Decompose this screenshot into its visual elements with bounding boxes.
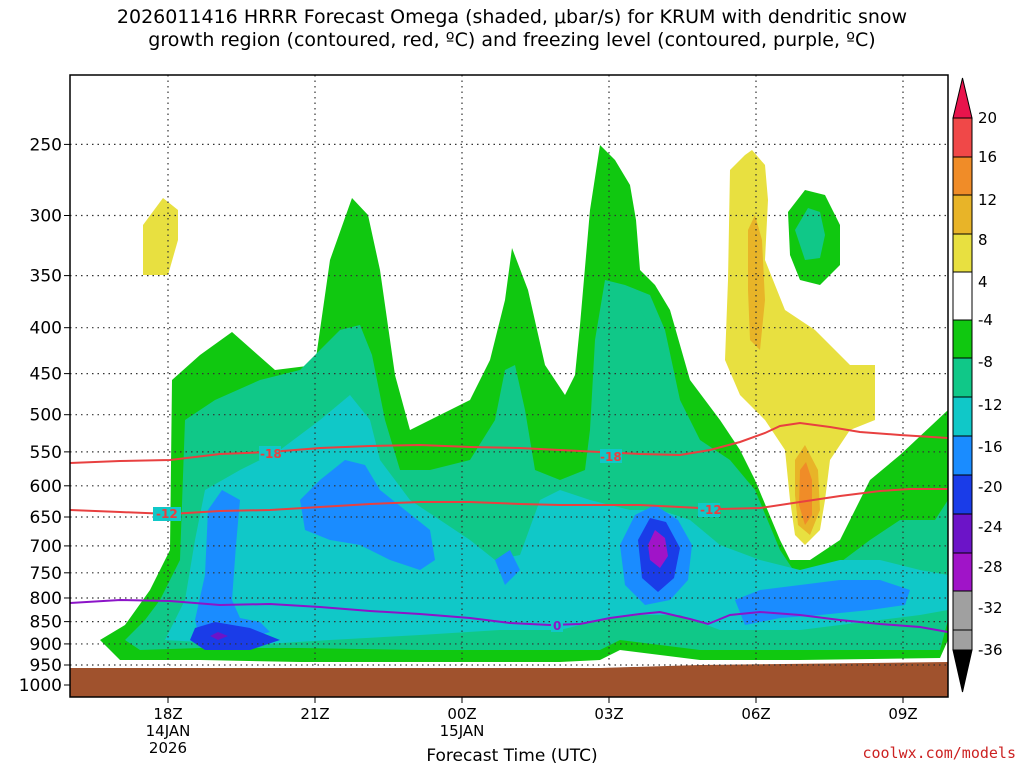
colorbar-label: -32 xyxy=(978,599,1003,617)
omega-region-purple xyxy=(648,530,668,568)
freezing-label: 0 xyxy=(553,619,561,633)
omega-region-yellow-left xyxy=(143,198,178,275)
x-tick-label: 21Z xyxy=(300,705,329,723)
dgz-label-lower-2: -12 xyxy=(700,503,722,517)
y-tick-label: 550 xyxy=(30,443,62,463)
colorbar-top-arrow xyxy=(952,77,973,119)
colorbar-label: -20 xyxy=(978,478,1003,496)
colorbar-label: -36 xyxy=(978,641,1003,659)
colorbar-swatch xyxy=(952,156,973,196)
omega-region-darkblue-left xyxy=(190,622,280,650)
colorbar-swatch xyxy=(952,590,973,631)
colorbar-swatch xyxy=(952,233,973,273)
y-tick-label: 900 xyxy=(30,635,62,655)
x-tick-year: 2026 xyxy=(149,739,187,757)
y-axis: 2503003504004505005506006507007508008509… xyxy=(19,135,70,696)
chart-title: 2026011416 HRRR Forecast Omega (shaded, … xyxy=(0,6,1024,52)
colorbar-swatch xyxy=(952,357,973,398)
x-axis-title: Forecast Time (UTC) xyxy=(426,746,598,766)
x-tick-date: 14JAN xyxy=(146,722,191,740)
colorbar-swatch xyxy=(952,435,973,476)
omega-region-orange xyxy=(799,462,812,525)
dgz-label-upper-2: -18 xyxy=(600,450,622,464)
omega-region-yellow-right xyxy=(725,150,875,545)
omega-region-gold xyxy=(748,215,765,350)
colorbar-label: -24 xyxy=(978,518,1003,536)
colorbar-label: -16 xyxy=(978,438,1003,456)
omega-region-blue-mid xyxy=(300,460,435,570)
y-tick-label: 250 xyxy=(30,135,62,155)
credit-text: coolwx.com/models xyxy=(862,744,1016,762)
colorbar-label: 16 xyxy=(978,148,997,166)
colorbar-swatch xyxy=(952,319,973,359)
colorbar-label: -4 xyxy=(978,311,993,329)
colorbar-label: -8 xyxy=(978,353,993,371)
omega-region-teal-mid xyxy=(612,300,660,365)
y-tick-label: 350 xyxy=(30,267,62,287)
y-tick-label: 600 xyxy=(30,477,62,497)
chart-title-line2: growth region (contoured, red, ºC) and f… xyxy=(148,29,876,51)
x-tick-label: 03Z xyxy=(594,705,623,723)
dgz-label-upper-1: -18 xyxy=(260,447,282,461)
y-tick-label: 500 xyxy=(30,406,62,426)
freezing-level-contour xyxy=(69,598,949,633)
omega-region-blue-left xyxy=(195,490,270,640)
plot-frame xyxy=(69,74,949,698)
colorbar-label: 4 xyxy=(978,273,988,291)
colorbar-swatch xyxy=(952,194,973,235)
y-tick-label: 850 xyxy=(30,613,62,633)
y-tick-label: 1000 xyxy=(19,676,62,696)
omega-region-teal-top xyxy=(795,208,825,260)
x-tick-label: 06Z xyxy=(741,705,770,723)
omega-region-purple-small xyxy=(210,632,228,640)
colorbar-swatch xyxy=(952,474,973,515)
omega-region-blue-low xyxy=(495,550,520,585)
x-tick-label: 18Z xyxy=(153,705,182,723)
omega-shading xyxy=(100,145,948,662)
y-tick-label: 400 xyxy=(30,319,62,339)
colorbar-swatch xyxy=(952,117,973,158)
y-tick-label: 950 xyxy=(30,656,62,676)
colorbar-label: 8 xyxy=(978,231,988,249)
colorbar-swatch xyxy=(952,396,973,437)
colorbar-label: 20 xyxy=(978,109,997,127)
y-tick-label: 750 xyxy=(30,564,62,584)
colorbar-label: 12 xyxy=(978,191,997,209)
y-tick-label: 650 xyxy=(30,508,62,528)
omega-region-cyan xyxy=(165,395,948,645)
y-tick-label: 300 xyxy=(30,206,62,226)
y-tick-label: 450 xyxy=(30,365,62,385)
gridlines xyxy=(70,75,948,668)
colorbar-label: -12 xyxy=(978,396,1003,414)
dgz-contour-lower xyxy=(69,488,948,516)
colorbar-swatch xyxy=(952,513,973,554)
dgz-label-lower-1: -12 xyxy=(156,507,178,521)
chart-title-line1: 2026011416 HRRR Forecast Omega (shaded, … xyxy=(116,6,908,28)
colorbar-swatch xyxy=(952,271,973,321)
colorbar-swatch xyxy=(952,552,973,592)
y-tick-label: 800 xyxy=(30,589,62,609)
x-tick-date: 15JAN xyxy=(440,722,485,740)
x-tick-label: 09Z xyxy=(888,705,917,723)
colorbar-label: -28 xyxy=(978,558,1003,576)
ground-shading xyxy=(70,662,948,697)
x-tick-label: 00Z xyxy=(447,705,476,723)
colorbar: 20 16 12 8 4 -4 -8 -12 -16 -20 -24 -28 -32 -36 xyxy=(952,77,1003,693)
y-tick-label: 700 xyxy=(30,537,62,557)
colorbar-bottom-arrow xyxy=(952,649,973,693)
colorbar-swatch xyxy=(952,629,973,651)
